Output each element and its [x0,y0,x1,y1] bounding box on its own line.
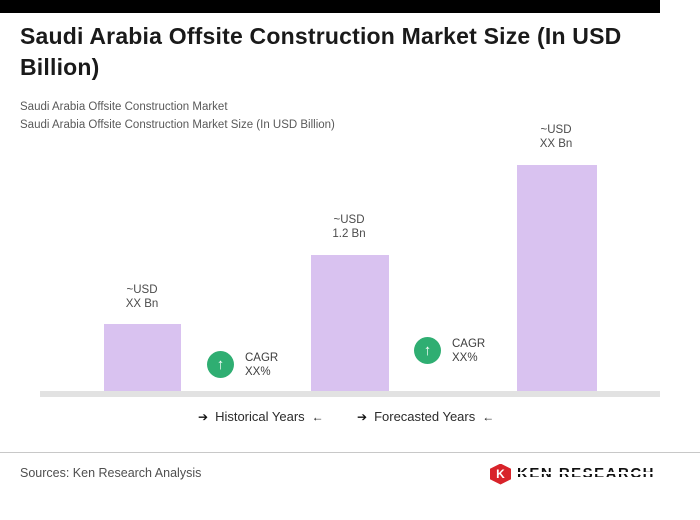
left-arrow-icon: ← [482,409,495,424]
sources-text: Sources: Ken Research Analysis [20,466,202,480]
ken-research-logo: K KEN RESEARCH [489,463,655,485]
cagr-label: CAGR [452,338,486,350]
historical-years-label: Historical Years [215,409,305,424]
ken-research-k-icon: K [489,463,511,485]
bar1-label-line1: ~USD [126,284,158,296]
bar-forecast [517,165,597,392]
cagr-value: XX% [245,366,271,378]
bar-value-label: ~USD 1.2 Bn [279,213,419,241]
cagr-up-icon: ↑ [414,337,441,364]
ken-research-wordmark: KEN RESEARCH [516,465,655,483]
bar-historical-2 [311,255,389,392]
x-axis-group-forecasted: ➔ Forecasted Years ← [357,409,494,424]
bar1-label-line2: XX Bn [125,298,159,310]
right-arrow-icon: ➔ [198,409,209,424]
cagr-up-icon: ↑ [207,351,234,378]
logo-stripe [516,472,655,474]
forecasted-years-label: Forecasted Years [374,409,476,424]
page-title: Saudi Arabia Offsite Construction Market… [20,23,622,81]
top-accent-bar [0,0,660,13]
right-arrow-icon: ➔ [357,409,368,424]
logo-stripe [516,477,655,479]
chart-subtitle-block: Saudi Arabia Offsite Construction Market… [20,98,335,134]
logo-text: KEN RESEARCH [516,465,655,482]
footer-divider [0,452,700,453]
cagr-text-2: CAGR XX% [452,337,485,365]
left-arrow-icon: ← [311,409,324,424]
cagr-marker-1: ↑ CAGR XX% [207,351,278,379]
chart-subtitle-line1: Saudi Arabia Offsite Construction Market [20,101,228,113]
cagr-label: CAGR [245,352,279,364]
bar2-label-line2: 1.2 Bn [332,228,366,240]
x-axis-group-historical: ➔ Historical Years ← [198,409,324,424]
bar-historical-1 [104,324,181,392]
chart-baseline [40,391,660,397]
bar-value-label: ~USD XX Bn [72,283,212,311]
cagr-value: XX% [452,352,478,364]
bar3-label-line1: ~USD [540,124,572,136]
bar-value-label: ~USD XX Bn [486,123,626,151]
bar3-label-line2: XX Bn [539,138,573,150]
cagr-marker-2: ↑ CAGR XX% [414,337,485,365]
cagr-text-1: CAGR XX% [245,351,278,379]
chart-subtitle-line2: Saudi Arabia Offsite Construction Market… [20,119,335,131]
bar2-label-line1: ~USD [333,214,365,226]
